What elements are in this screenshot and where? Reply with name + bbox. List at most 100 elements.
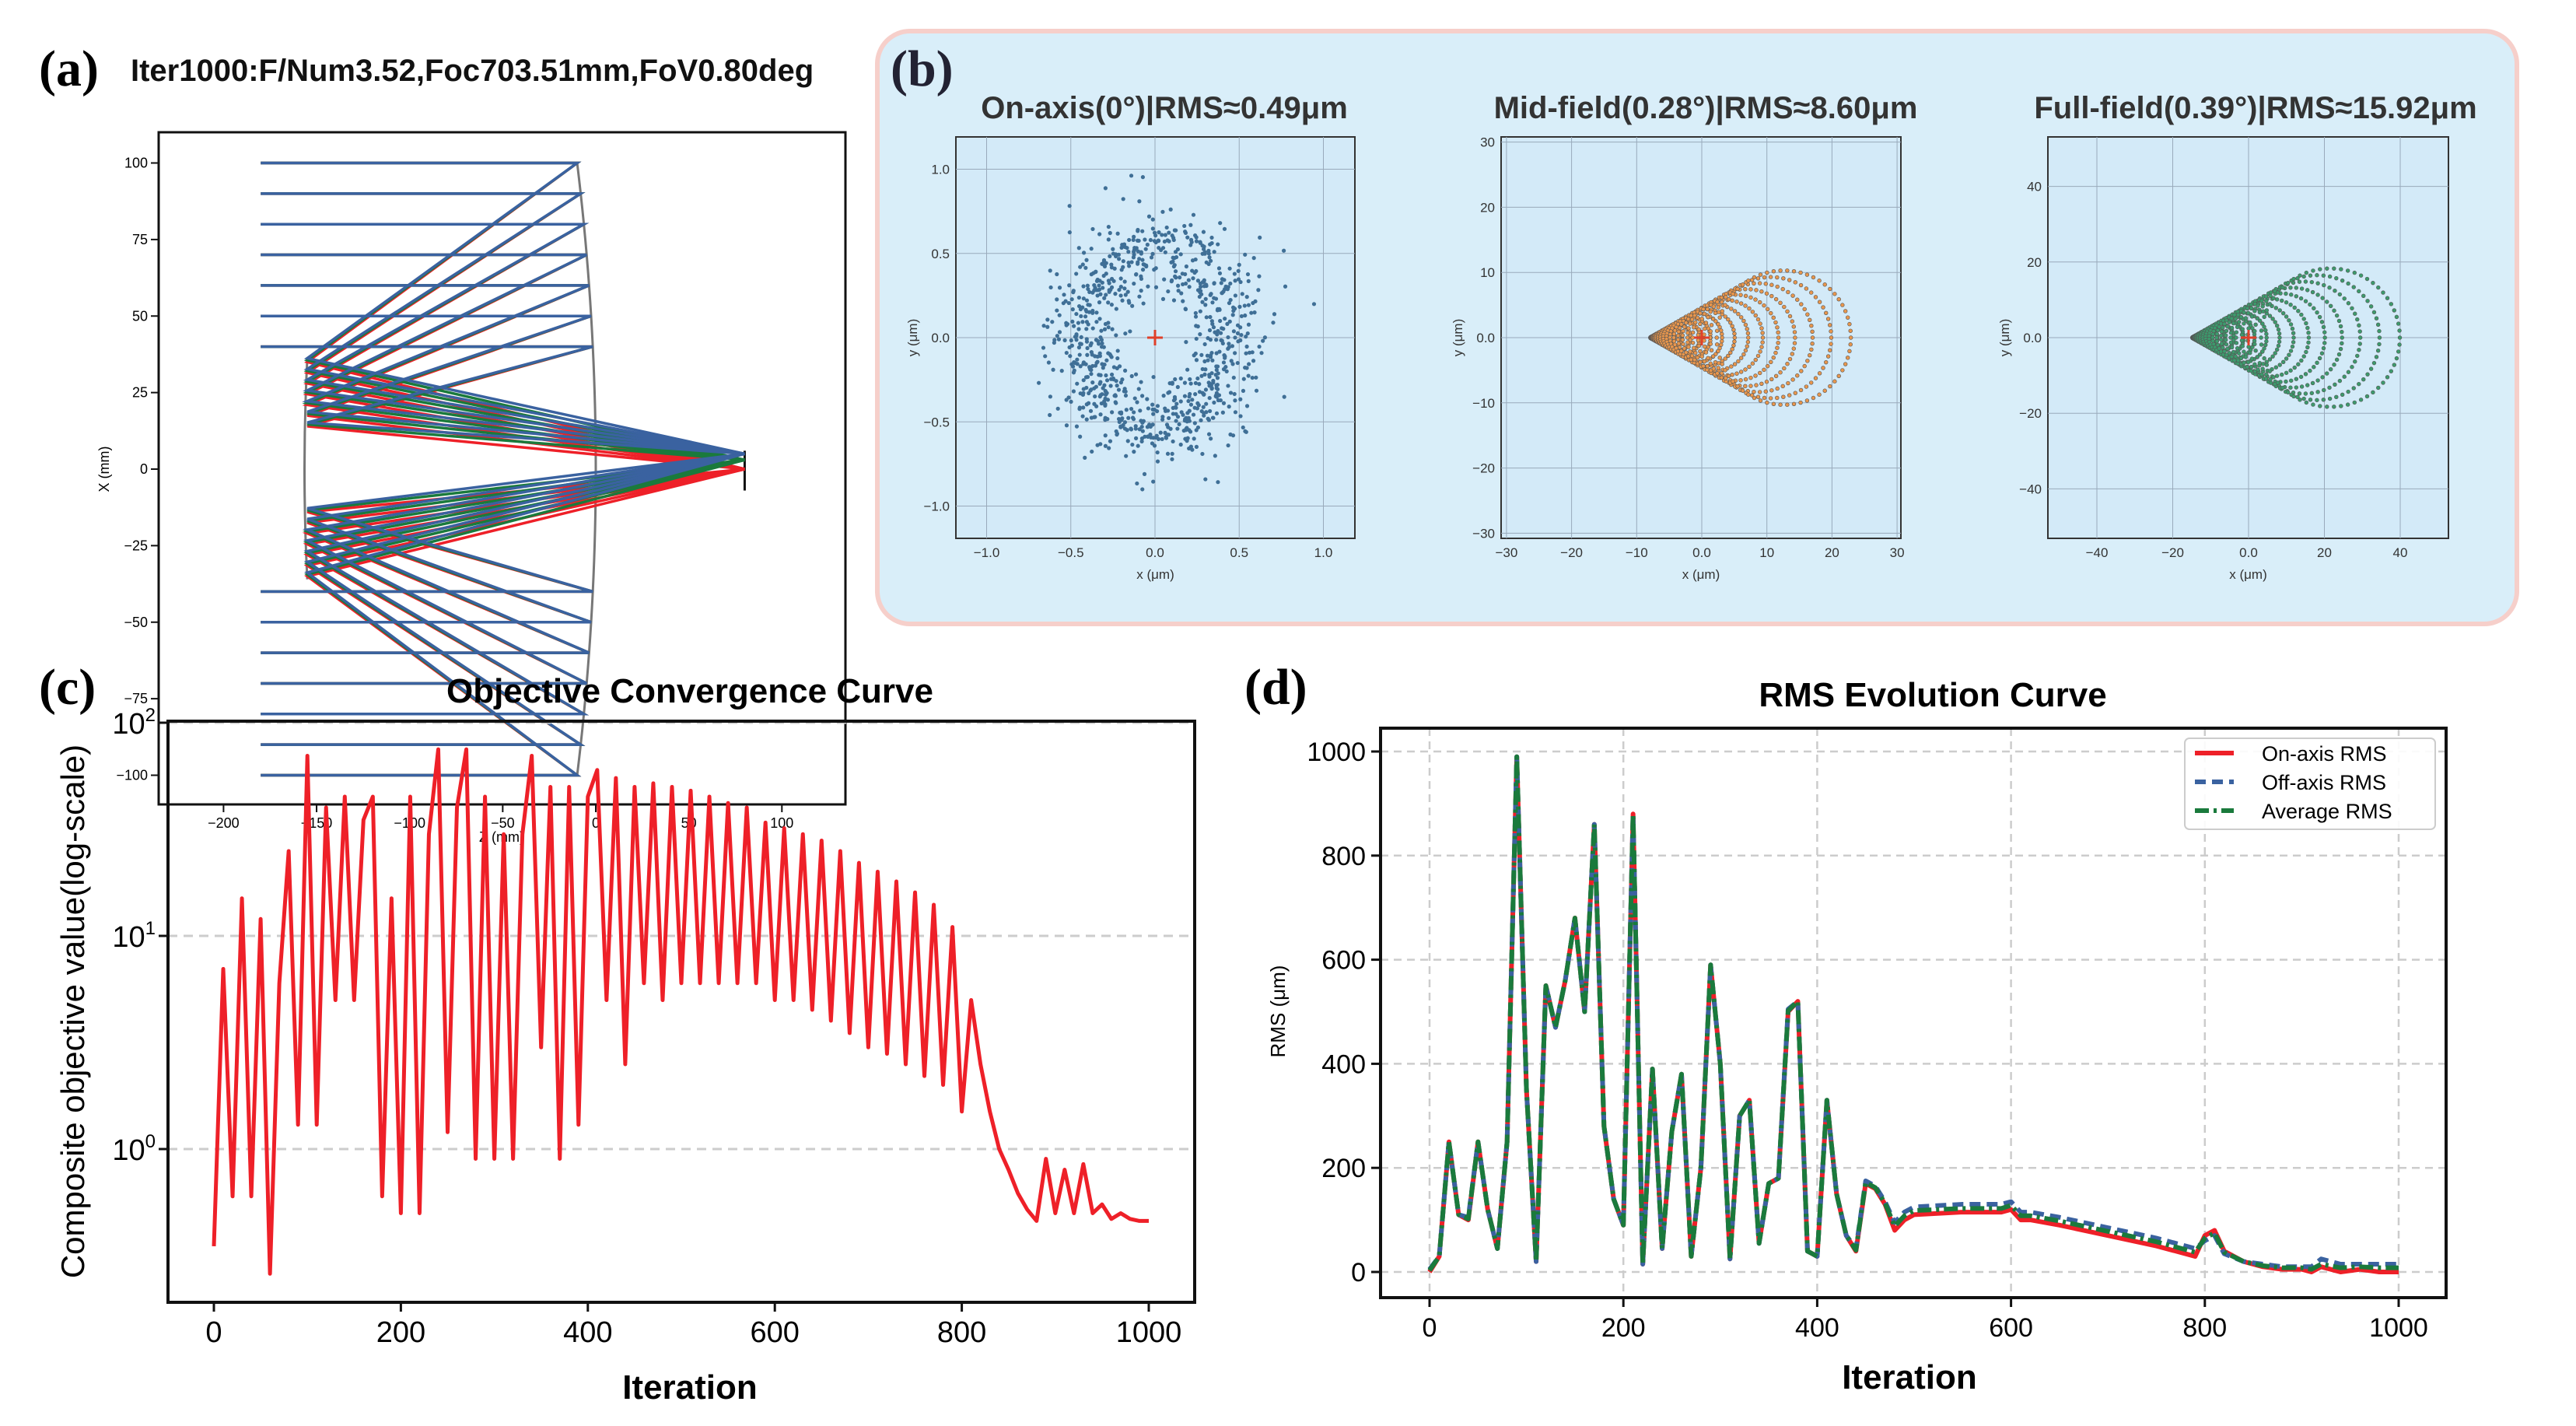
spot-point [2352, 270, 2357, 275]
spot-point [1118, 285, 1123, 289]
spot-point [1185, 436, 1190, 440]
spot-point [2301, 317, 2306, 321]
spot-point [1160, 436, 1164, 442]
spot-point [2276, 327, 2281, 332]
spot-point [1776, 335, 1781, 340]
spot-point [2263, 377, 2269, 381]
spot-point [1223, 316, 1227, 321]
spot-point [1099, 328, 1104, 333]
spot-point [1785, 268, 1790, 273]
spot-point [2273, 365, 2279, 370]
spot-point [2245, 310, 2251, 316]
spot-point [2263, 342, 2268, 348]
spot-point [1104, 378, 1110, 383]
spot-point [1202, 278, 1206, 282]
spot-point [2333, 382, 2337, 387]
spot-point [1136, 249, 1140, 254]
spot-point [1214, 386, 1219, 391]
spot-point [1150, 441, 1155, 446]
spot-point [1686, 345, 1691, 349]
spot-point [1111, 247, 1115, 251]
spot-point [1741, 318, 1746, 324]
spot-point [1848, 328, 1853, 333]
spot-point [1190, 398, 1195, 402]
spot-point [1224, 369, 1229, 373]
spot-point [2262, 314, 2266, 320]
spot-point [2280, 285, 2285, 290]
spot-point [2357, 335, 2363, 340]
spot-point [1848, 342, 1853, 347]
spot-point [1201, 229, 1206, 234]
spot-point [1199, 373, 1204, 378]
spot-point [2310, 380, 2315, 386]
spot-point [1078, 364, 1083, 369]
spot-point [1187, 428, 1192, 433]
spot-point [2288, 303, 2293, 307]
spot-point [1732, 335, 1738, 340]
spot-point [1243, 313, 1248, 318]
spot-point [1702, 311, 1707, 317]
spot-point [1179, 291, 1184, 296]
legend-label-off-axis: Off-axis RMS [2262, 771, 2386, 794]
series-line-average-rms [1427, 754, 2399, 1272]
spot-point [1130, 415, 1136, 420]
spot-point [1684, 321, 1689, 325]
spot-point [1256, 288, 1261, 293]
spot-point [1139, 380, 1143, 384]
spot-point [1216, 371, 1220, 376]
spot-point [2285, 390, 2291, 395]
spot-ylabel: y (μm) [1451, 319, 1465, 357]
spot-point [1759, 345, 1764, 349]
spot-point [1120, 298, 1125, 303]
spot-point [1747, 306, 1752, 311]
spot-point [2222, 349, 2227, 354]
spot-point [1232, 307, 1237, 311]
y-tick-label: −50 [124, 615, 148, 630]
spot-point [1170, 457, 1174, 461]
spot-point [1188, 402, 1194, 407]
spot-point [1160, 296, 1166, 301]
spot-point [2225, 324, 2230, 329]
spot-point [2306, 340, 2311, 345]
spot-point [2231, 338, 2236, 342]
spot-point [1228, 297, 1233, 303]
spot-point [1094, 269, 1098, 274]
spot-point [1046, 360, 1052, 365]
spot-point [1202, 284, 1206, 289]
spot-point [1792, 330, 1797, 335]
spot-point [1748, 287, 1753, 292]
ray [261, 314, 745, 456]
spot-point [1762, 303, 1766, 308]
spot-point [1759, 289, 1764, 294]
spot-point [2280, 372, 2284, 377]
spot-point [2389, 369, 2394, 373]
spot-point [1763, 389, 1768, 394]
spot-point [1175, 426, 1180, 431]
spot-point [1828, 323, 1832, 328]
spot-point [1846, 356, 1850, 360]
spot-point [1246, 303, 1251, 307]
spot-point [1762, 367, 1766, 373]
spot-point [1084, 385, 1089, 391]
spot-point [1132, 250, 1136, 254]
spot-point [1747, 364, 1752, 370]
spot-point [2252, 362, 2257, 366]
spot-point [1743, 322, 1748, 328]
spot-point [1781, 394, 1786, 399]
x-tick-label: 0.0 [1146, 545, 1164, 560]
spot-point [1238, 397, 1243, 401]
spot-point [1084, 258, 1089, 262]
spot-point [2375, 348, 2381, 353]
ray [261, 452, 745, 654]
spot-point [2284, 379, 2288, 384]
spot-point [1759, 326, 1764, 331]
spot-point [2342, 374, 2347, 379]
spot-point [2394, 356, 2399, 361]
spot-point [1743, 367, 1748, 372]
spot-point [1083, 314, 1088, 319]
spot-point [1764, 291, 1769, 296]
spot-point [1214, 338, 1219, 342]
spot-point [1679, 322, 1684, 327]
spot-point [2231, 349, 2236, 355]
spot-point [2238, 356, 2244, 361]
